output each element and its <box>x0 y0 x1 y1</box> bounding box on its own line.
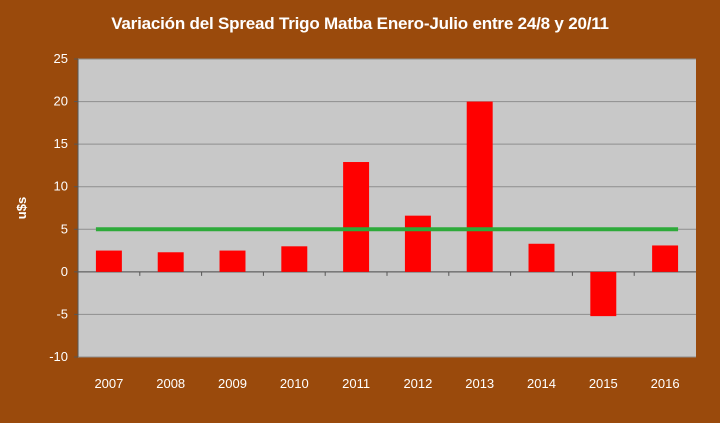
x-tick-label: 2008 <box>156 376 185 391</box>
y-tick-label: -10 <box>49 349 68 364</box>
bar <box>466 101 493 272</box>
x-tick-label: 2011 <box>342 376 370 391</box>
x-tick-label: 2013 <box>465 376 494 391</box>
y-tick-label: 10 <box>54 179 68 194</box>
bar <box>528 243 555 272</box>
x-tick-label: 2009 <box>218 376 247 391</box>
bar <box>95 250 122 272</box>
bar <box>219 250 246 272</box>
x-tick-label: 2007 <box>94 376 123 391</box>
y-tick-label: -5 <box>56 306 68 321</box>
chart-title: Variación del Spread Trigo Matba Enero-J… <box>111 14 609 33</box>
bar <box>281 246 308 272</box>
bar <box>343 162 370 272</box>
y-axis-label: u$s <box>14 197 29 219</box>
y-tick-label: 20 <box>54 94 68 109</box>
x-tick-label: 2010 <box>280 376 309 391</box>
y-tick-label: 0 <box>61 264 68 279</box>
y-tick-label: 5 <box>61 221 68 236</box>
y-tick-label: 25 <box>54 51 68 66</box>
x-tick-label: 2014 <box>527 376 556 391</box>
x-tick-label: 2015 <box>589 376 618 391</box>
bar <box>404 215 431 272</box>
x-tick-label: 2016 <box>651 376 680 391</box>
x-tick-label: 2012 <box>403 376 432 391</box>
bar <box>590 271 617 317</box>
y-tick-label: 15 <box>54 136 68 151</box>
bar <box>157 252 184 272</box>
bar <box>652 245 679 272</box>
